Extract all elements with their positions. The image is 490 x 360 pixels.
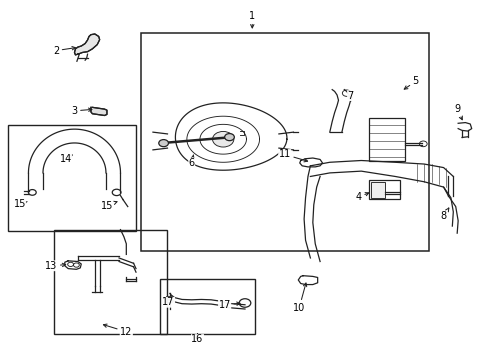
Text: 6: 6 (189, 155, 195, 168)
Text: 13: 13 (45, 261, 66, 271)
Text: 1: 1 (249, 11, 255, 28)
Text: 14: 14 (60, 154, 73, 165)
Text: 11: 11 (279, 149, 308, 162)
Bar (8, 125, 136, 231)
Text: 9: 9 (454, 104, 463, 120)
Bar (371, 183, 386, 198)
Text: 10: 10 (293, 283, 307, 312)
Text: 12: 12 (103, 324, 132, 337)
Circle shape (213, 131, 234, 147)
Text: 15: 15 (101, 201, 117, 211)
Text: 3: 3 (72, 106, 92, 116)
Text: 2: 2 (53, 46, 75, 56)
Circle shape (159, 140, 169, 147)
Bar (166, 296, 172, 302)
Bar (53, 230, 168, 334)
Bar (160, 279, 255, 334)
Text: 16: 16 (192, 334, 204, 345)
Text: 7: 7 (347, 91, 354, 101)
Polygon shape (91, 107, 107, 116)
Text: 15: 15 (14, 199, 27, 209)
Text: 8: 8 (441, 208, 449, 221)
Bar (368, 118, 405, 161)
Text: 17: 17 (219, 300, 240, 310)
Polygon shape (74, 34, 99, 55)
Text: 17: 17 (162, 297, 174, 307)
Bar (141, 33, 429, 251)
Text: 5: 5 (404, 76, 418, 89)
Text: 4: 4 (356, 192, 369, 202)
Bar (368, 180, 400, 199)
Circle shape (224, 134, 234, 141)
